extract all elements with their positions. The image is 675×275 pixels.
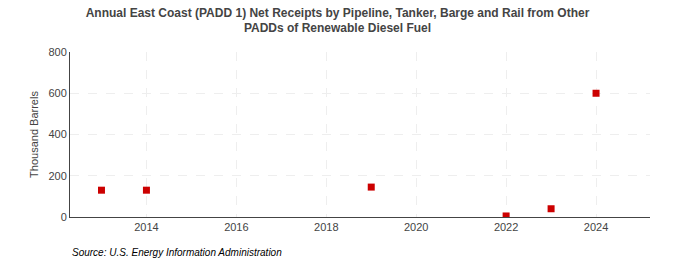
svg-text:0: 0 [61,211,67,223]
svg-text:2018: 2018 [314,221,338,233]
svg-text:200: 200 [48,170,66,182]
svg-text:800: 800 [48,46,66,58]
svg-text:2014: 2014 [134,221,158,233]
svg-text:400: 400 [48,128,66,140]
svg-text:Thousand Barrels: Thousand Barrels [28,91,40,178]
svg-text:Source: U.S. Energy Informatio: Source: U.S. Energy Information Administ… [72,247,282,258]
svg-text:2022: 2022 [494,221,518,233]
svg-text:2024: 2024 [584,221,608,233]
svg-text:600: 600 [48,87,66,99]
svg-text:2020: 2020 [404,221,428,233]
svg-text:2016: 2016 [224,221,248,233]
svg-text:Annual East Coast (PADD 1) Net: Annual East Coast (PADD 1) Net Receipts … [86,6,590,36]
